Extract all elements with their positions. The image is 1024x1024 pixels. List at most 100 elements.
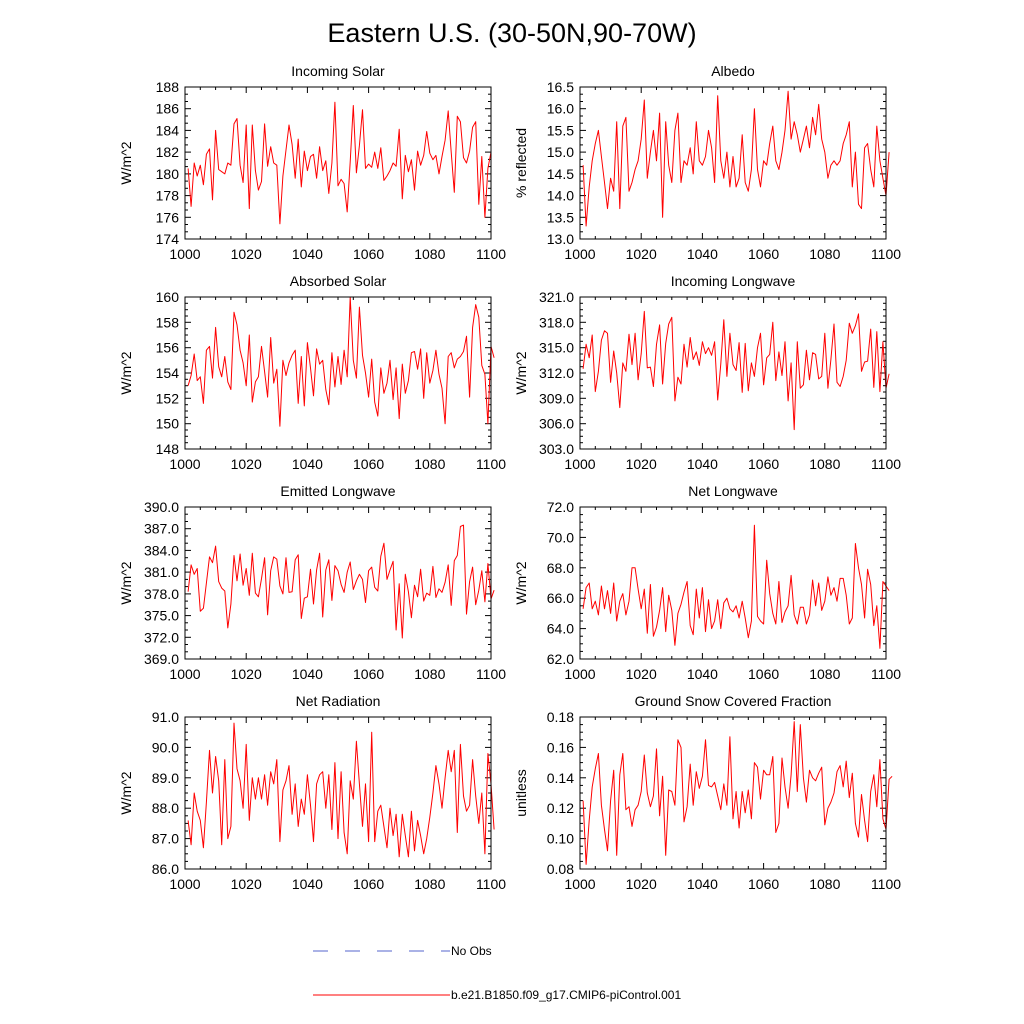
- x-tick-label: 1020: [626, 876, 657, 892]
- y-tick-label: 88.0: [152, 800, 179, 816]
- x-tick-label: 1100: [476, 246, 506, 262]
- y-tick-label: 321.0: [539, 289, 574, 305]
- y-tick-label: 0.08: [547, 861, 574, 877]
- y-tick-label: 154: [156, 365, 180, 381]
- y-tick-label: 72.0: [547, 499, 574, 515]
- y-tick-label: 180: [156, 166, 180, 182]
- panel-incoming-longwave: Incoming Longwave W/m^2 1000 1020 1040 1060 10…: [513, 273, 901, 472]
- x-tick-label: 1040: [292, 876, 323, 892]
- y-axis-label: W/m^2: [513, 561, 529, 604]
- y-tick-label: 387.0: [144, 521, 179, 537]
- x-tick-label: 1100: [476, 876, 506, 892]
- panel-absorbed-solar: Absorbed Solar W/m^2 1000 1020 1040 1060 1080 1…: [118, 273, 506, 472]
- x-tick-label: 1080: [414, 666, 445, 682]
- y-tick-label: 15.5: [547, 122, 574, 138]
- x-tick-label: 1040: [687, 876, 718, 892]
- plot-frame: [184, 296, 492, 450]
- x-tick-label: 1060: [353, 246, 384, 262]
- x-tick-label: 1000: [564, 876, 595, 892]
- panel-title: Emitted Longwave: [280, 483, 395, 499]
- x-tick-label: 1000: [564, 666, 595, 682]
- x-tick-label: 1080: [809, 246, 840, 262]
- y-tick-label: 87.0: [152, 831, 179, 847]
- y-tick-label: 152: [156, 390, 180, 406]
- x-tick-label: 1080: [414, 456, 445, 472]
- panel-title: Absorbed Solar: [290, 273, 387, 289]
- y-tick-label: 182: [156, 144, 180, 160]
- x-tick-label: 1000: [169, 876, 200, 892]
- y-tick-label: 381.0: [144, 564, 179, 580]
- plot-frame: [184, 506, 492, 660]
- x-tick-label: 1100: [476, 456, 506, 472]
- x-tick-label: 1080: [414, 246, 445, 262]
- y-tick-label: 68.0: [547, 560, 574, 576]
- x-tick-label: 1020: [626, 246, 657, 262]
- panel-ground-snow-covered-fraction: Ground Snow Covered Fraction unitless 1000…: [513, 693, 901, 892]
- x-tick-label: 1100: [871, 666, 901, 682]
- y-tick-label: 0.14: [547, 770, 574, 786]
- y-tick-label: 0.12: [547, 800, 574, 816]
- figure-title: Eastern U.S. (30-50N,90-70W): [327, 18, 696, 48]
- plot-frame: [579, 86, 887, 240]
- x-tick-label: 1040: [687, 456, 718, 472]
- x-tick-label: 1060: [353, 876, 384, 892]
- legend: No Obs b.e21.B1850.f09_g17.CMIP6-piContr…: [313, 944, 681, 1002]
- y-tick-label: 174: [156, 231, 180, 247]
- x-tick-label: 1000: [169, 666, 200, 682]
- plot-frame: [579, 506, 887, 660]
- y-tick-label: 70.0: [547, 529, 574, 545]
- y-tick-label: 306.0: [539, 416, 574, 432]
- y-tick-label: 86.0: [152, 861, 179, 877]
- y-tick-label: 15.0: [547, 144, 574, 160]
- plot-frame: [579, 296, 887, 450]
- y-tick-label: 156: [156, 340, 180, 356]
- panel-incoming-solar: Incoming Solar W/m^2 1000 1020 1040 1060 1080 1…: [118, 63, 506, 262]
- y-tick-label: 176: [156, 209, 180, 225]
- y-tick-label: 16.5: [547, 79, 574, 95]
- y-tick-label: 148: [156, 441, 180, 457]
- y-tick-label: 62.0: [547, 651, 574, 667]
- panel-net-longwave: Net Longwave W/m^2 1000 1020 1040 1060 1080 110…: [513, 483, 901, 682]
- y-tick-label: 13.5: [547, 209, 574, 225]
- y-tick-label: 303.0: [539, 441, 574, 457]
- legend-no-obs-label: No Obs: [451, 944, 492, 958]
- x-tick-label: 1060: [748, 666, 779, 682]
- x-tick-label: 1040: [687, 246, 718, 262]
- y-tick-label: 318.0: [539, 314, 574, 330]
- y-tick-label: 160: [156, 289, 180, 305]
- panels: Incoming Solar W/m^2 1000 1020 1040 1060 1080 1…: [118, 63, 901, 892]
- x-tick-label: 1080: [414, 876, 445, 892]
- panel-title: Incoming Longwave: [671, 273, 796, 289]
- plot-frame: [184, 716, 492, 870]
- y-tick-label: 309.0: [539, 390, 574, 406]
- y-tick-label: 384.0: [144, 542, 179, 558]
- y-axis-label: W/m^2: [118, 351, 134, 394]
- y-tick-label: 0.16: [547, 739, 574, 755]
- x-tick-label: 1020: [626, 456, 657, 472]
- series-line: [187, 524, 495, 639]
- series-line: [582, 310, 890, 431]
- y-tick-label: 312.0: [539, 365, 574, 381]
- y-tick-label: 315.0: [539, 340, 574, 356]
- series-line: [582, 90, 890, 227]
- panel-title: Net Radiation: [296, 693, 381, 709]
- y-tick-label: 90.0: [152, 739, 179, 755]
- x-tick-label: 1100: [476, 666, 506, 682]
- y-tick-label: 369.0: [144, 651, 179, 667]
- x-tick-label: 1000: [564, 456, 595, 472]
- series-line: [187, 296, 495, 427]
- y-axis-label: W/m^2: [513, 351, 529, 394]
- panel-title: Ground Snow Covered Fraction: [635, 693, 832, 709]
- y-axis-label: W/m^2: [118, 771, 134, 814]
- series-line: [582, 721, 893, 865]
- x-tick-label: 1000: [564, 246, 595, 262]
- y-tick-label: 91.0: [152, 709, 179, 725]
- panel-emitted-longwave: Emitted Longwave W/m^2 1000 1020 1040 1060 108…: [118, 483, 506, 682]
- y-tick-label: 0.10: [547, 831, 574, 847]
- x-tick-label: 1080: [809, 666, 840, 682]
- y-axis-label: W/m^2: [118, 141, 134, 184]
- x-tick-label: 1000: [169, 456, 200, 472]
- y-tick-label: 184: [156, 122, 180, 138]
- x-tick-label: 1020: [231, 876, 262, 892]
- y-tick-label: 378.0: [144, 586, 179, 602]
